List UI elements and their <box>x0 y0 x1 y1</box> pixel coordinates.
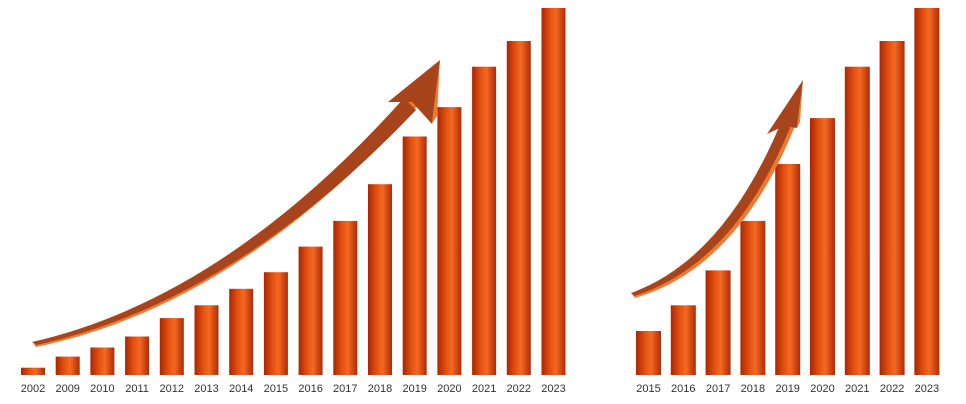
chart-right: 2015 2016 2017 2018 2019 2020 2021 2022 2023 <box>631 8 940 395</box>
bar-right-2015 <box>636 331 661 375</box>
bar-left-2016 <box>298 246 323 375</box>
trend-arrow-left <box>32 60 440 347</box>
bar-left-2010 <box>90 347 115 375</box>
bar-right-2018 <box>740 220 766 375</box>
xtick-right-2020: 2020 <box>810 383 834 395</box>
xtick-left-2017: 2017 <box>333 383 357 395</box>
xtick-left-2013: 2013 <box>194 383 218 395</box>
xtick-left-2012: 2012 <box>160 383 184 395</box>
xtick-left-2010: 2010 <box>90 383 114 395</box>
xtick-left-2021: 2021 <box>472 383 496 395</box>
xtick-right-2016: 2016 <box>671 383 695 395</box>
chart-left: 2002 2009 2010 2011 2012 2013 2014 2015 2016 2017… <box>21 8 566 395</box>
xtick-right-2015: 2015 <box>636 383 660 395</box>
xtick-left-2022: 2022 <box>507 383 531 395</box>
xtick-right-2021: 2021 <box>845 383 869 395</box>
xaxis-ticks-left: 2002 2009 2010 2011 2012 2013 2014 2015 2016 2017… <box>21 383 566 395</box>
bar-right-2016 <box>670 305 696 375</box>
bar-left-2022 <box>506 41 531 375</box>
xaxis-ticks-right: 2015 2016 2017 2018 2019 2020 2021 2022 2023 <box>636 383 939 395</box>
bars-right <box>636 8 940 375</box>
trend-arrow-right-head <box>767 80 803 134</box>
trend-arrow-right-shaft <box>631 120 790 296</box>
bar-left-2021 <box>472 66 497 375</box>
bar-left-2002 <box>21 367 45 375</box>
bar-left-2012 <box>159 318 184 375</box>
xtick-left-2020: 2020 <box>437 383 461 395</box>
bar-left-2009 <box>55 356 80 375</box>
xtick-right-2019: 2019 <box>775 383 799 395</box>
xtick-left-2009: 2009 <box>55 383 79 395</box>
xtick-left-2018: 2018 <box>368 383 392 395</box>
bar-left-2018 <box>368 184 392 375</box>
xtick-left-2014: 2014 <box>229 383 253 395</box>
bars-left <box>21 8 566 375</box>
trend-arrow-left-head-edge <box>432 60 440 124</box>
xtick-right-2023: 2023 <box>915 383 939 395</box>
trend-arrow-left-head <box>388 60 440 124</box>
bar-left-2017 <box>333 220 358 375</box>
bar-right-2021 <box>844 66 870 375</box>
bar-left-2015 <box>263 272 288 375</box>
trend-arrow-left-shaft <box>32 98 416 345</box>
xtick-right-2022: 2022 <box>880 383 904 395</box>
bar-left-2019 <box>402 136 427 375</box>
xtick-right-2018: 2018 <box>741 383 765 395</box>
bar-right-2022 <box>879 41 905 375</box>
bar-right-2020 <box>810 118 835 375</box>
xtick-left-2016: 2016 <box>298 383 322 395</box>
bar-left-2013 <box>194 305 219 375</box>
bar-left-2011 <box>125 336 150 375</box>
xtick-right-2017: 2017 <box>706 383 730 395</box>
bar-left-2023 <box>541 8 566 375</box>
xtick-left-2011: 2011 <box>125 383 149 395</box>
xtick-left-2019: 2019 <box>402 383 426 395</box>
trend-arrow-right-head-edge <box>797 80 803 128</box>
trend-arrow-right <box>631 80 803 298</box>
bar-right-2017 <box>705 270 731 375</box>
bar-right-2023 <box>914 8 940 375</box>
bar-left-2020 <box>437 107 462 375</box>
bar-right-2019 <box>775 164 801 375</box>
bar-left-2014 <box>229 288 254 375</box>
xtick-left-2015: 2015 <box>264 383 288 395</box>
xtick-left-2023: 2023 <box>541 383 565 395</box>
xtick-left-2002: 2002 <box>21 383 45 395</box>
